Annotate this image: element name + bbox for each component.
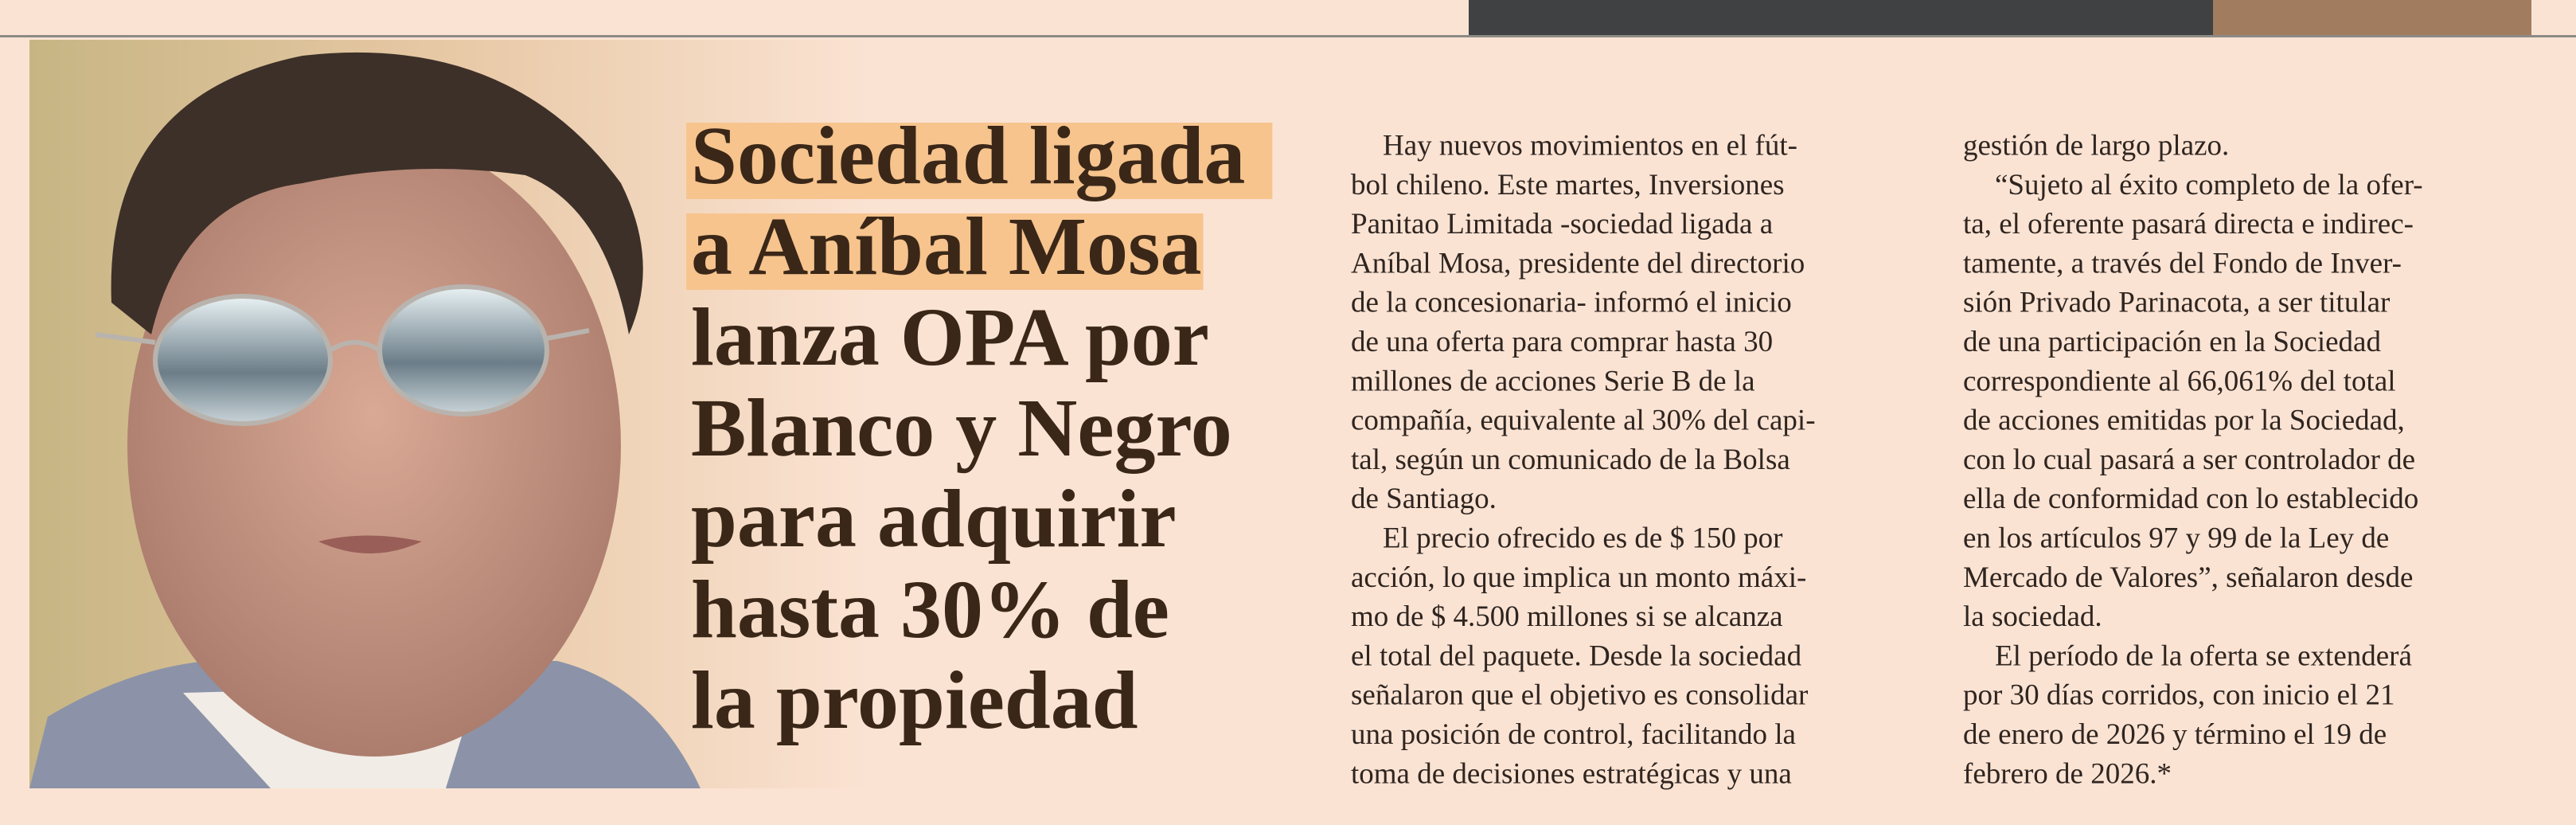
body-line: de enero de 2026 y término el 19 de: [1963, 718, 2387, 751]
body-line: Mercado de Valores”, señalaron desde: [1963, 561, 2413, 594]
body-line: de una participación en la Sociedad: [1963, 326, 2381, 358]
body-line: en los artículos 97 y 99 de la Ley de: [1963, 522, 2389, 554]
body-line: acción, lo que implica un monto máxi-: [1351, 561, 1806, 594]
body-line: toma de decisiones estratégicas y una: [1351, 757, 1792, 790]
body-line: ta, el oferente pasará directa e indirec…: [1963, 208, 2414, 240]
body-line: gestión de largo plazo.: [1963, 129, 2229, 162]
top-rule: [0, 35, 2576, 37]
body-line: millones de acciones Serie B de la: [1351, 365, 1755, 397]
body-line: de Santiago.: [1351, 483, 1497, 515]
body-line: mo de $ 4.500 millones si se alcanza: [1351, 600, 1783, 633]
body-line: Hay nuevos movimientos en el fút-: [1383, 129, 1797, 162]
body-line: ella de conformidad con lo establecido: [1963, 483, 2418, 515]
body-line: de acciones emitidas por la Sociedad,: [1963, 405, 2405, 437]
body-line: bol chileno. Este martes, Inversiones: [1351, 169, 1785, 201]
body-line: de una oferta para comprar hasta 30: [1351, 326, 1773, 358]
headline-line: Sociedad ligada: [691, 110, 1245, 201]
article-body: Hay nuevos movimientos en el fút-bol chi…: [1351, 129, 2423, 790]
body-line: tal, según un comunicado de la Bolsa: [1351, 444, 1790, 476]
headline-line: para adquirir: [691, 473, 1177, 565]
body-line: El precio ofrecido es de $ 150 por: [1383, 522, 1782, 554]
body-line: febrero de 2026.*: [1963, 757, 2172, 790]
headline-line: la propiedad: [691, 655, 1138, 746]
top-image-part: [2213, 0, 2531, 35]
headline-line: hasta 30% de: [691, 564, 1169, 655]
headline-line: lanza OPA por: [691, 291, 1209, 383]
highlight: [686, 213, 1204, 290]
body-line: el total del paquete. Desde la sociedad: [1351, 639, 1802, 672]
body-line: la sociedad.: [1963, 600, 2102, 633]
headline-line: Blanco y Negro: [691, 382, 1232, 474]
body-line: Panitao Limitada -sociedad ligada a: [1351, 208, 1773, 240]
headline-line: a Aníbal Mosa: [691, 201, 1201, 292]
body-line: con lo cual pasará a ser controlador de: [1963, 444, 2415, 476]
body-line: compañía, equivalente al 30% del capi-: [1351, 405, 1816, 437]
body-line: por 30 días corridos, con inicio el 21: [1963, 679, 2395, 712]
body-line: “Sujeto al éxito completo de la ofer-: [1995, 169, 2423, 201]
body-line: de la concesionaria- informó el inicio: [1351, 287, 1792, 319]
body-line: tamente, a través del Fondo de Inver-: [1963, 247, 2402, 280]
body-line: El período de la oferta se extenderá: [1995, 639, 2412, 672]
photo: [29, 40, 873, 788]
body-line: correspondiente al 66,061% del total: [1963, 365, 2396, 397]
body-line: señalaron que el objetivo es consolidar: [1351, 679, 1808, 712]
body-line: sión Privado Parinacota, a ser titular: [1963, 287, 2390, 319]
body-line: Aníbal Mosa, presidente del directorio: [1351, 247, 1805, 280]
highlight: [686, 123, 1273, 199]
body-line: una posición de control, facilitando la: [1351, 718, 1796, 751]
